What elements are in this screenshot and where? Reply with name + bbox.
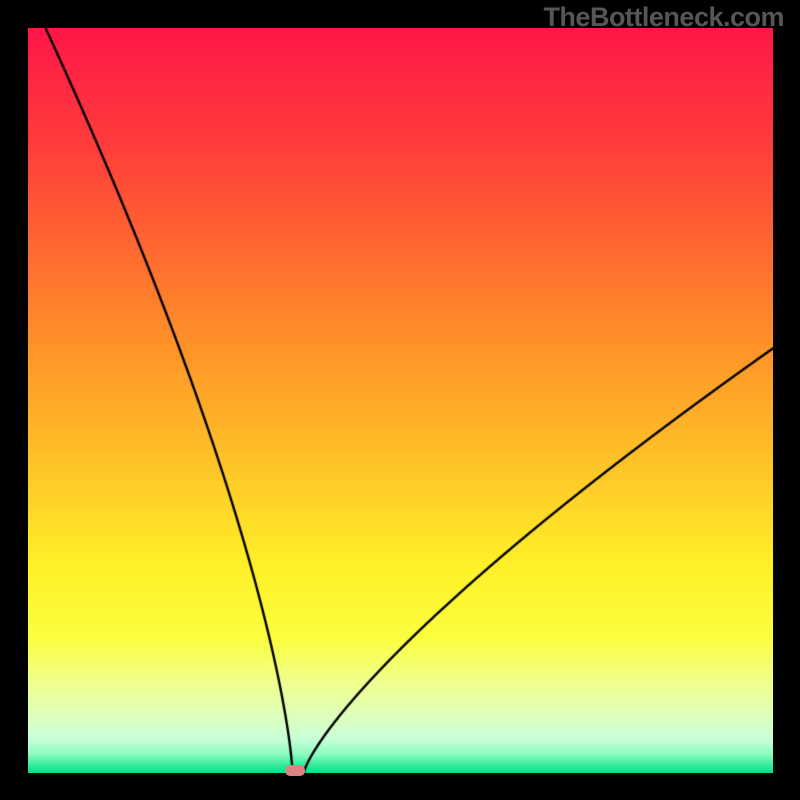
bottleneck-marker bbox=[285, 765, 305, 776]
bottleneck-chart bbox=[28, 28, 773, 773]
chart-container: TheBottleneck.com bbox=[0, 0, 800, 800]
watermark-text: TheBottleneck.com bbox=[543, 2, 784, 33]
